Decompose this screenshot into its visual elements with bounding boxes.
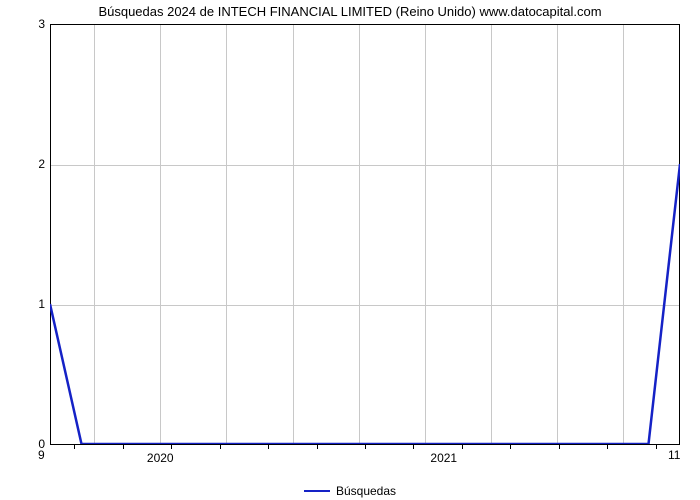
y-tick-label: 2 bbox=[38, 157, 45, 171]
x-tick-label: 2020 bbox=[147, 451, 174, 465]
x-minor-tick bbox=[559, 444, 560, 449]
x-minor-tick bbox=[317, 444, 318, 449]
x-minor-tick bbox=[462, 444, 463, 449]
x-corner-right: 11 bbox=[668, 448, 680, 462]
legend-label: Búsquedas bbox=[336, 484, 396, 498]
legend-swatch bbox=[304, 490, 330, 492]
y-tick-label: 3 bbox=[38, 17, 45, 31]
x-minor-tick bbox=[365, 444, 366, 449]
chart-container: Búsquedas 2024 de INTECH FINANCIAL LIMIT… bbox=[0, 0, 700, 500]
x-minor-tick bbox=[510, 444, 511, 449]
x-minor-tick bbox=[74, 444, 75, 449]
x-minor-tick bbox=[607, 444, 608, 449]
legend: Búsquedas bbox=[0, 484, 700, 498]
x-minor-tick bbox=[220, 444, 221, 449]
x-tick-label: 2021 bbox=[430, 451, 457, 465]
x-minor-tick bbox=[123, 444, 124, 449]
x-minor-tick bbox=[413, 444, 414, 449]
line-series bbox=[50, 24, 680, 444]
y-tick-label: 1 bbox=[38, 297, 45, 311]
chart-title: Búsquedas 2024 de INTECH FINANCIAL LIMIT… bbox=[0, 4, 700, 19]
x-minor-tick bbox=[656, 444, 657, 449]
x-minor-tick bbox=[171, 444, 172, 449]
y-tick-label: 0 bbox=[38, 437, 45, 451]
series-line bbox=[50, 164, 680, 444]
x-minor-tick bbox=[268, 444, 269, 449]
